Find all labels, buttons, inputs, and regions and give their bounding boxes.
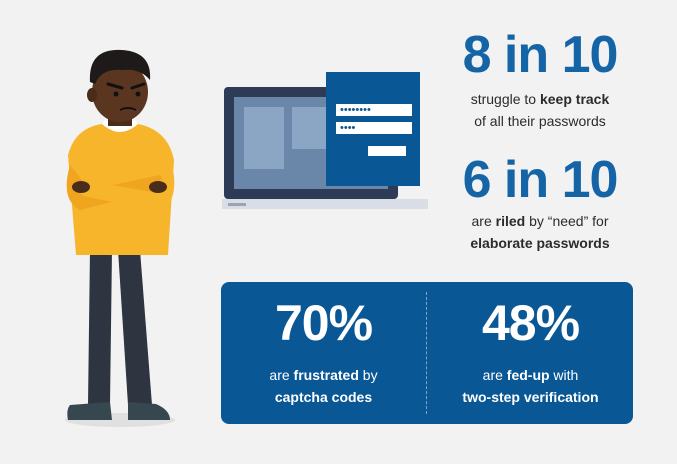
caption-line2: of all their passwords [474, 113, 606, 129]
stat-8-in-10: 8 in 10 [462, 26, 619, 84]
frustrated-person-illustration [65, 49, 175, 427]
login-window: •••••••• •••• [326, 72, 420, 186]
stat-48-caption: are fed-up with two-step verification [428, 364, 633, 408]
caption-bold: frustrated [293, 367, 359, 383]
stats-panel: 70% are frustrated by captcha codes 48% … [221, 282, 633, 424]
caption-text-post: with [549, 367, 579, 383]
caption-bold: fed-up [506, 367, 550, 383]
caption-line2: captcha codes [274, 389, 373, 405]
caption-text: struggle to [470, 91, 540, 107]
login-button [368, 146, 406, 156]
panel-divider [426, 292, 427, 414]
caption-text: are [471, 213, 496, 229]
stat-8-in-10-caption: struggle to keep track of all their pass… [430, 88, 650, 132]
password-field-2: •••• [336, 122, 412, 134]
caption-text-post: by [358, 367, 378, 383]
stat-6-in-10: 6 in 10 [462, 151, 619, 209]
caption-bold: riled [495, 213, 526, 229]
caption-bold: keep track [539, 91, 610, 107]
caption-text: are [269, 367, 294, 383]
caption-text-post: by “need” for [525, 213, 609, 229]
caption-line2: elaborate passwords [470, 235, 610, 251]
caption-line2: two-step verification [462, 389, 599, 405]
stat-6-in-10-caption: are riled by “need” for elaborate passwo… [430, 210, 650, 254]
password-field-1: •••••••• [336, 104, 412, 116]
caption-text: are [482, 367, 507, 383]
stat-70-percent: 70% [274, 295, 373, 351]
stat-48-percent: 48% [481, 295, 580, 351]
stat-70-caption: are frustrated by captcha codes [221, 364, 426, 408]
